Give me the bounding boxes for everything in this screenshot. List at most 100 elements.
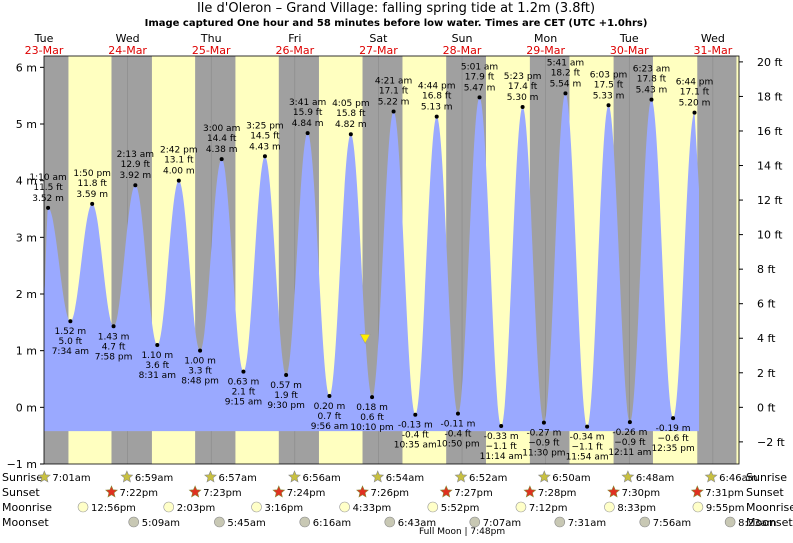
full-moon-note: Full Moon | 7:48pm bbox=[419, 527, 505, 537]
low-tide-point bbox=[68, 319, 73, 324]
low-tide-time: 11:14 am bbox=[480, 452, 523, 462]
moonset-time: 8:23am bbox=[738, 518, 776, 529]
low-tide-metres: -0.33 m bbox=[484, 432, 519, 442]
day-header-date: 25-Mar bbox=[192, 44, 231, 57]
low-tide-metres: 1.52 m bbox=[55, 327, 87, 337]
moonrise-time: 2:03pm bbox=[177, 503, 216, 514]
moonrise-icon bbox=[515, 501, 527, 513]
high-tide-time: 4:21 am bbox=[375, 77, 412, 87]
high-tide-feet: 15.9 ft bbox=[293, 108, 323, 118]
low-tide-metres: -0.34 m bbox=[570, 433, 605, 443]
low-tide-feet: 2.1 ft bbox=[232, 388, 256, 398]
moonrise-icon bbox=[427, 501, 439, 513]
low-tide-time: 12:35 pm bbox=[651, 444, 694, 454]
day-header-weekday: Fri bbox=[288, 32, 301, 45]
low-tide-metres: 1.43 m bbox=[98, 332, 130, 342]
day-header-date: 27-Mar bbox=[359, 44, 398, 57]
y-left-tick-label: 3 m bbox=[16, 231, 37, 244]
high-tide-metres: 5.20 m bbox=[679, 99, 711, 109]
high-tide-feet: 13.1 ft bbox=[164, 156, 194, 166]
high-tide-point bbox=[692, 110, 697, 115]
sunrise-icon bbox=[371, 470, 385, 483]
high-tide-feet: 16.8 ft bbox=[422, 92, 452, 102]
day-header-weekday: Mon bbox=[534, 32, 557, 45]
low-tide-time: 8:48 pm bbox=[181, 377, 219, 387]
low-tide-time: 10:50 pm bbox=[436, 440, 479, 450]
high-tide-time: 6:23 am bbox=[633, 65, 670, 75]
moonset-icon bbox=[639, 516, 651, 528]
high-tide-point bbox=[563, 91, 568, 96]
low-tide-feet: 0.7 ft bbox=[318, 412, 342, 422]
moonrise-icon bbox=[251, 501, 262, 513]
sunset-time: 7:24pm bbox=[287, 488, 326, 499]
sunrise-time: 6:48am bbox=[636, 473, 674, 484]
high-tide-feet: 17.9 ft bbox=[465, 72, 495, 82]
high-tide-point bbox=[176, 178, 181, 183]
sunrise-time: 6:46am bbox=[719, 473, 757, 484]
high-tide-metres: 4.43 m bbox=[249, 142, 281, 152]
sunrise-icon bbox=[37, 470, 51, 483]
low-tide-metres: 0.18 m bbox=[356, 403, 388, 413]
low-tide-time: 9:56 am bbox=[311, 422, 348, 432]
low-tide-feet: 3.3 ft bbox=[188, 367, 212, 377]
high-tide-time: 5:41 am bbox=[547, 58, 584, 68]
low-tide-metres: 0.63 m bbox=[228, 378, 260, 388]
current-level-marker bbox=[359, 334, 371, 344]
high-tide-metres: 5.30 m bbox=[507, 93, 539, 103]
y-right-tick-label: 16 ft bbox=[757, 125, 783, 138]
low-tide-point bbox=[627, 420, 632, 425]
high-tide-time: 5:23 pm bbox=[504, 72, 542, 82]
high-tide-feet: 14.4 ft bbox=[207, 134, 237, 144]
day-header-date: 26-Mar bbox=[275, 44, 314, 57]
moonset-icon bbox=[469, 516, 481, 528]
low-tide-point bbox=[455, 411, 460, 416]
low-tide-point bbox=[284, 373, 289, 378]
sunset-icon bbox=[272, 485, 286, 498]
high-tide-time: 4:05 pm bbox=[332, 99, 370, 109]
row-label-right-moonrise: Moonrise bbox=[746, 501, 793, 514]
low-tide-time: 10:35 am bbox=[394, 441, 437, 451]
sunset-time: 7:26pm bbox=[371, 488, 410, 499]
high-tide-point bbox=[133, 183, 138, 188]
high-tide-point bbox=[219, 157, 224, 162]
y-right-tick-label: 6 ft bbox=[757, 298, 776, 311]
row-label-right-sunrise: Sunrise bbox=[746, 471, 787, 484]
y-left-tick-label: −1 m bbox=[7, 458, 37, 471]
sunset-icon bbox=[690, 485, 704, 498]
y-right-tick-label: 20 ft bbox=[757, 56, 783, 69]
day-header-date: 28-Mar bbox=[443, 44, 482, 57]
y-right-tick-label: 10 ft bbox=[757, 229, 783, 242]
low-tide-time: 7:58 pm bbox=[95, 352, 133, 362]
low-tide-feet: −0.9 ft bbox=[614, 438, 646, 448]
sunrise-icon bbox=[621, 470, 635, 483]
high-tide-time: 6:44 pm bbox=[676, 78, 714, 88]
low-tide-point bbox=[111, 324, 116, 329]
high-tide-point bbox=[649, 97, 654, 102]
moonset-time: 7:56am bbox=[653, 518, 691, 529]
high-tide-time: 5:01 am bbox=[461, 62, 498, 72]
low-tide-metres: -0.19 m bbox=[656, 424, 691, 434]
high-tide-time: 6:03 pm bbox=[590, 70, 628, 80]
moonset-time: 6:43am bbox=[398, 518, 436, 529]
high-tide-time: 2:42 pm bbox=[160, 146, 198, 156]
moonrise-icon bbox=[77, 501, 89, 513]
sunset-time: 7:28pm bbox=[538, 488, 577, 499]
high-tide-metres: 3.52 m bbox=[32, 194, 64, 204]
moonset-icon bbox=[299, 516, 311, 528]
sunrise-time: 7:01am bbox=[52, 473, 90, 484]
low-tide-point bbox=[413, 412, 418, 417]
high-tide-point bbox=[46, 205, 51, 210]
sunrise-icon bbox=[204, 470, 217, 483]
low-tide-point bbox=[155, 343, 160, 347]
moonset-icon bbox=[724, 516, 736, 528]
sunset-time: 7:30pm bbox=[622, 488, 661, 499]
low-tide-metres: 1.00 m bbox=[184, 357, 216, 367]
y-right-tick-label: −2 ft bbox=[757, 436, 785, 449]
high-tide-feet: 17.8 ft bbox=[637, 75, 667, 85]
sunset-time: 7:31pm bbox=[705, 488, 744, 499]
low-tide-point bbox=[241, 369, 246, 374]
low-tide-feet: −0.9 ft bbox=[528, 439, 560, 449]
sunrise-time: 6:56am bbox=[302, 473, 340, 484]
high-tide-metres: 4.82 m bbox=[335, 120, 367, 130]
